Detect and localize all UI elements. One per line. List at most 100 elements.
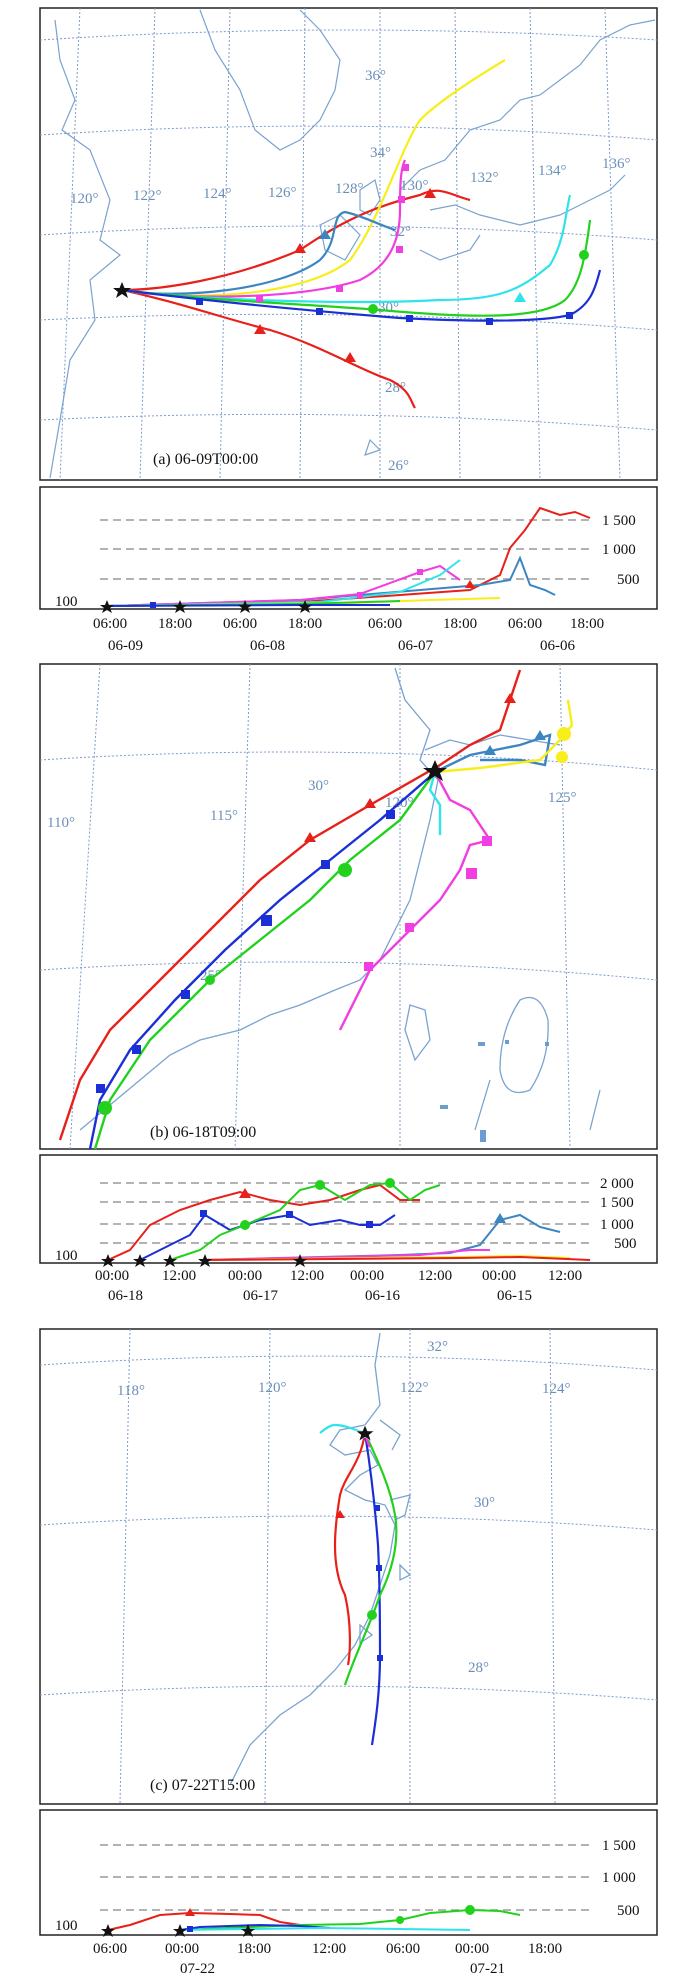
trajectory-marker bbox=[579, 250, 589, 260]
map-a-trajectories bbox=[121, 59, 602, 409]
trajectory-blue bbox=[121, 269, 602, 322]
trajectory-marker bbox=[261, 915, 272, 926]
profile-time-tick: 00:00 bbox=[165, 1941, 199, 1957]
coord-label: 30° bbox=[474, 1495, 495, 1511]
profile-y-label: 2 000 bbox=[600, 1176, 634, 1192]
profile-time-tick: 18:00 bbox=[443, 616, 477, 632]
trajectory-marker bbox=[504, 693, 516, 703]
profile-time-tick: 06:00 bbox=[93, 1941, 127, 1957]
profile-marker bbox=[494, 1213, 506, 1223]
trajectory-marker bbox=[98, 1101, 112, 1115]
trajectory-green bbox=[343, 1432, 398, 1686]
trajectory-marker bbox=[386, 810, 395, 819]
trajectory-blue bbox=[88, 767, 441, 1150]
panel-a-svg: 36° 34° 32° 30° 28° 26° 120° 122° 124° 1… bbox=[39, 7, 658, 654]
profile-marker bbox=[173, 1924, 187, 1937]
start-star bbox=[423, 760, 447, 781]
profile-date-label: 06-17 bbox=[243, 1288, 278, 1304]
trajectory-marker bbox=[294, 243, 306, 253]
profile-marker bbox=[187, 1926, 193, 1932]
island bbox=[505, 1040, 509, 1044]
trajectory-marker bbox=[344, 352, 356, 362]
profile-line-green bbox=[179, 1908, 521, 1931]
profile-line-red bbox=[107, 1183, 420, 1261]
profile-marker bbox=[133, 1254, 147, 1267]
panel-b: 30° 25° 110° 115° 120° 125° (b) 06-1 bbox=[0, 660, 700, 1304]
coord-label: 26° bbox=[388, 458, 409, 474]
profile-y-base: 100 bbox=[55, 1248, 78, 1264]
trajectory-marker bbox=[256, 295, 263, 302]
coord-label: 132° bbox=[470, 170, 499, 186]
coord-label: 130° bbox=[400, 178, 429, 194]
profile-date-label: 06-18 bbox=[108, 1288, 143, 1304]
profile-time-tick: 12:00 bbox=[418, 1268, 452, 1284]
trajectory-marker bbox=[557, 727, 571, 741]
trajectory-marker bbox=[374, 1505, 380, 1511]
profile-a-markers bbox=[100, 569, 475, 613]
profile-line-red bbox=[106, 506, 591, 607]
map-b-gridlines bbox=[39, 663, 658, 1150]
trajectory-marker bbox=[534, 730, 546, 740]
trajectory-blue bbox=[363, 1432, 382, 1746]
trajectory-marker bbox=[254, 324, 266, 334]
profile-marker bbox=[417, 569, 423, 575]
coord-label: 115° bbox=[210, 808, 238, 824]
trajectory-marker bbox=[336, 285, 343, 292]
profile-time-tick: 18:00 bbox=[570, 616, 604, 632]
trajectory-cyan bbox=[428, 771, 442, 835]
coord-label: 110° bbox=[47, 815, 75, 831]
panel-c: 32° 30° 28° 118° 120° 122° 124° (c) 07-2… bbox=[0, 1325, 700, 1985]
profile-line-magenta bbox=[199, 1249, 490, 1261]
trajectory-marker bbox=[335, 1510, 345, 1518]
profile-line-red bbox=[107, 1911, 301, 1931]
coord-label: 122° bbox=[400, 1380, 429, 1396]
coord-label: 124° bbox=[203, 186, 232, 202]
coord-label: 118° bbox=[117, 1383, 145, 1399]
coord-label: 120° bbox=[70, 191, 99, 207]
start-star bbox=[355, 1424, 375, 1442]
trajectory-marker bbox=[316, 308, 323, 315]
profile-marker bbox=[238, 600, 252, 613]
profile-time-tick: 12:00 bbox=[312, 1941, 346, 1957]
profile-b-frame bbox=[39, 1154, 658, 1264]
map-a-frame bbox=[39, 7, 658, 481]
profile-time-tick: 06:00 bbox=[508, 616, 542, 632]
profile-marker bbox=[239, 1188, 251, 1198]
trajectory-marker bbox=[321, 860, 330, 869]
map-a-gridlines bbox=[39, 7, 658, 481]
trajectory-marker bbox=[338, 863, 352, 877]
trajectory-marker bbox=[319, 229, 331, 239]
trajectory-red bbox=[333, 1432, 367, 1666]
profile-marker bbox=[465, 1905, 475, 1915]
trajectory-red bbox=[121, 288, 416, 409]
profile-marker bbox=[100, 600, 114, 613]
coord-label: 30° bbox=[308, 778, 329, 794]
profile-b-gridlines bbox=[100, 1182, 590, 1244]
trajectory-marker bbox=[205, 975, 215, 985]
trajectory-marker bbox=[406, 315, 413, 322]
coord-label: 32° bbox=[390, 224, 411, 240]
profile-y-label: 1 000 bbox=[602, 1870, 636, 1886]
start-star bbox=[113, 282, 131, 298]
trajectory-cyan bbox=[319, 1423, 366, 1435]
coord-label: 32° bbox=[427, 1339, 448, 1355]
panel-caption: (c) 07-22T15:00 bbox=[150, 1777, 255, 1794]
profile-y-label: 500 bbox=[617, 1903, 640, 1919]
trajectory-marker bbox=[556, 751, 568, 763]
profile-date-label: 07-21 bbox=[470, 1961, 505, 1977]
map-c-coastline bbox=[229, 1332, 412, 1786]
map-b-islands bbox=[440, 1040, 549, 1142]
trajectory-marker bbox=[364, 962, 373, 971]
profile-marker bbox=[396, 1916, 404, 1924]
trajectory-marker bbox=[367, 1610, 377, 1620]
trajectory-marker bbox=[304, 832, 316, 842]
panel-b-svg: 30° 25° 110° 115° 120° 125° (b) 06-1 bbox=[39, 663, 658, 1304]
profile-time-tick: 12:00 bbox=[162, 1268, 196, 1284]
island bbox=[478, 1042, 485, 1046]
profile-time-tick: 18:00 bbox=[528, 1941, 562, 1957]
coord-label: 125° bbox=[548, 790, 577, 806]
trajectory-marker bbox=[466, 868, 477, 879]
coord-label: 128° bbox=[335, 181, 364, 197]
trajectory-marker bbox=[181, 990, 190, 999]
panel-c-svg: 32° 30° 28° 118° 120° 122° 124° (c) 07-2… bbox=[39, 1328, 658, 1977]
